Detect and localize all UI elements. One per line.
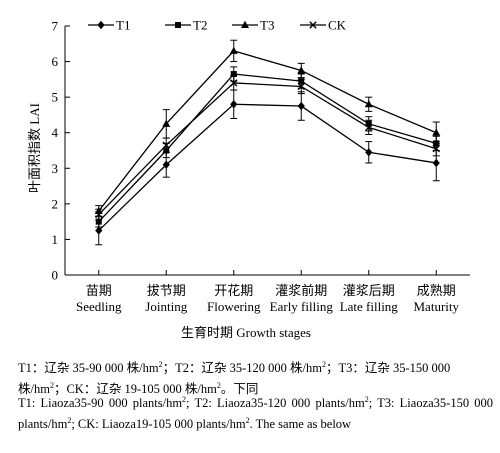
data-point — [297, 66, 306, 74]
y-tick-label: 4 — [52, 125, 59, 140]
chart-legend: T1 T2 T3 CK — [88, 18, 347, 33]
legend-marker — [175, 22, 181, 28]
x-tick-label-en: Late filling — [340, 299, 399, 314]
data-point — [95, 218, 102, 225]
x-tick-label-en: Maturity — [414, 299, 460, 314]
series-line — [98, 73, 437, 223]
x-tick-label-cn: 成熟期 — [417, 283, 456, 298]
data-point — [365, 123, 373, 132]
legend-marker — [97, 20, 105, 30]
x-tick-label-cn: 苗期 — [86, 283, 112, 298]
data-point — [162, 119, 171, 127]
data-point — [365, 148, 373, 157]
chart-series — [94, 39, 441, 246]
data-point — [432, 128, 441, 136]
figure-note-english: T1: Liaoza35-90 000 plants/hm2; T2: Liao… — [18, 395, 493, 432]
data-point — [229, 46, 238, 54]
data-point — [230, 100, 238, 109]
series-line — [98, 103, 437, 232]
data-point — [95, 226, 103, 235]
series-t2 — [95, 66, 440, 228]
data-point — [230, 71, 237, 78]
legend-label: CK — [328, 18, 347, 33]
legend-marker — [241, 20, 249, 28]
x-tick-label-en: Jointing — [145, 299, 187, 314]
series-t3 — [94, 39, 441, 217]
x-tick-label-cn: 开花期 — [214, 283, 253, 298]
y-tick-label: 5 — [52, 90, 59, 105]
data-point — [297, 82, 305, 91]
y-tick-label: 1 — [52, 232, 59, 247]
series-line — [98, 50, 437, 212]
series-ck — [95, 75, 440, 221]
x-axis-label: 生育时期 Growth stages — [181, 325, 311, 340]
x-tick-label-cn: 拔节期 — [147, 283, 186, 298]
figure-note-chinese: T1：辽杂 35-90 000 株/hm2；T2：辽杂 35-120 000 株… — [18, 360, 451, 397]
data-point — [364, 100, 373, 108]
data-point — [432, 158, 440, 168]
y-tick-label: 0 — [52, 268, 59, 283]
y-tick-label: 3 — [52, 161, 59, 176]
x-tick-label-cn: 灌浆后期 — [343, 283, 395, 298]
x-tick-label-cn: 灌浆前期 — [275, 283, 327, 298]
data-point — [95, 210, 103, 219]
data-point — [162, 160, 170, 169]
x-tick-label-en: Seedling — [76, 299, 122, 314]
legend-item-t3: T3 — [232, 18, 274, 33]
legend-item-ck: CK — [300, 18, 347, 33]
y-tick-label: 7 — [52, 19, 59, 34]
x-tick-label-en: Early filling — [270, 299, 334, 314]
legend-item-t2: T2 — [165, 18, 207, 33]
y-axis-label: 叶面积指数 LAI — [27, 103, 42, 193]
legend-label: T2 — [193, 18, 207, 33]
legend-item-t1: T1 — [88, 18, 130, 33]
data-point — [230, 79, 238, 87]
series-t1 — [95, 89, 440, 246]
legend-label: T3 — [260, 18, 274, 33]
data-point — [297, 101, 305, 111]
data-point — [162, 141, 170, 149]
series-line — [98, 82, 437, 215]
y-tick-label: 2 — [52, 196, 59, 211]
legend-label: T1 — [116, 18, 130, 33]
x-tick-label-en: Flowering — [207, 299, 261, 314]
legend-marker — [309, 21, 317, 29]
y-tick-label: 6 — [52, 54, 59, 69]
data-point — [432, 145, 440, 153]
